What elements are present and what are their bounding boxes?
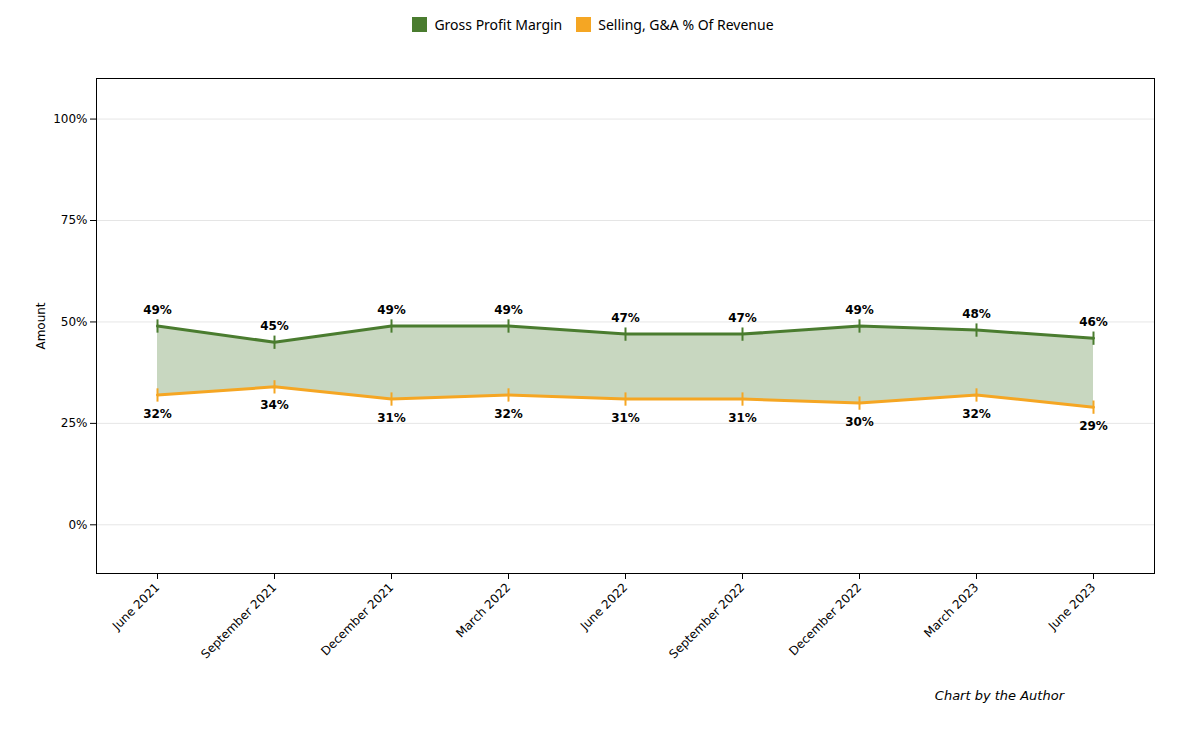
svg-text:Amount: Amount <box>34 302 48 349</box>
svg-text:June 2021: June 2021 <box>109 580 162 633</box>
svg-text:47%: 47% <box>611 311 640 325</box>
svg-text:47%: 47% <box>728 311 757 325</box>
svg-text:49%: 49% <box>845 303 874 317</box>
html-text:Gross Profit Margin: Gross Profit Margin <box>434 15 563 34</box>
html-text:Chart by the Author: Chart by the Author <box>934 688 1064 703</box>
svg-text:December 2022: December 2022 <box>786 580 864 658</box>
svg-text:46%: 46% <box>1079 315 1108 329</box>
svg-text:32%: 32% <box>962 406 991 420</box>
svg-text:31%: 31% <box>728 411 757 425</box>
svg-text:50%: 50% <box>61 315 88 329</box>
svg-text:September 2022: September 2022 <box>666 580 747 661</box>
svg-text:25%: 25% <box>61 416 88 430</box>
svg-text:49%: 49% <box>377 303 406 317</box>
svg-text:September 2021: September 2021 <box>198 580 279 661</box>
svg-text:March 2023: March 2023 <box>921 580 981 640</box>
svg-text:49%: 49% <box>494 303 523 317</box>
svg-text:29%: 29% <box>1079 419 1108 433</box>
svg-text:March 2022: March 2022 <box>453 580 513 640</box>
svg-text:June 2023: June 2023 <box>1045 580 1098 633</box>
svg-text:December 2021: December 2021 <box>318 580 396 658</box>
html-text:Selling, G&A % Of Revenue: Selling, G&A % Of Revenue <box>598 15 774 34</box>
svg-text:75%: 75% <box>61 213 88 227</box>
svg-text:45%: 45% <box>260 319 289 333</box>
svg-text:31%: 31% <box>611 411 640 425</box>
svg-text:30%: 30% <box>845 415 874 429</box>
svg-text:34%: 34% <box>260 398 289 412</box>
svg-text:0%: 0% <box>68 518 87 532</box>
svg-text:32%: 32% <box>143 406 172 420</box>
svg-text:31%: 31% <box>377 411 406 425</box>
svg-text:49%: 49% <box>143 303 172 317</box>
svg-text:48%: 48% <box>962 307 991 321</box>
svg-text:32%: 32% <box>494 406 523 420</box>
svg-text:100%: 100% <box>53 112 87 126</box>
svg-text:June 2022: June 2022 <box>577 580 630 633</box>
